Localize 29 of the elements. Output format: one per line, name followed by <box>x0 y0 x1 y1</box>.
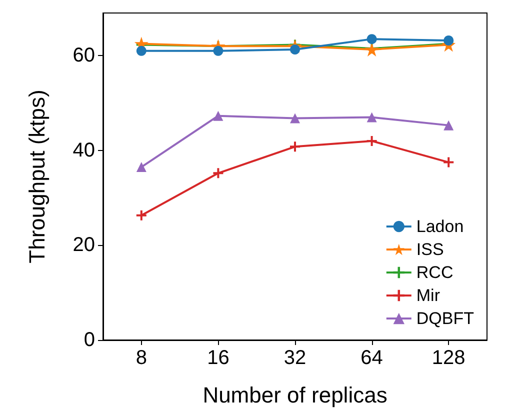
y-tick-label: 60 <box>72 44 95 67</box>
point <box>366 136 377 146</box>
x-tick-label: 32 <box>284 347 306 369</box>
point <box>213 168 224 178</box>
legend-label: RCC <box>416 263 454 282</box>
point <box>366 112 377 122</box>
x-tick-label: 16 <box>207 347 230 369</box>
x-tick-label: 64 <box>360 347 383 369</box>
point <box>366 34 377 44</box>
legend-label: Ladon <box>416 217 464 236</box>
x-tick-label: 128 <box>432 347 466 369</box>
point <box>290 113 300 124</box>
legend-label: DQBFT <box>416 309 474 328</box>
point <box>444 35 454 46</box>
legend-label: Mir <box>416 286 440 305</box>
point <box>136 46 146 56</box>
point <box>290 142 300 152</box>
point <box>444 120 454 130</box>
y-tick-label: 20 <box>72 234 95 256</box>
point <box>213 110 224 121</box>
point <box>136 210 146 220</box>
y-tick-label: 40 <box>72 139 95 162</box>
point <box>136 162 146 172</box>
y-tick-label: 0 <box>84 329 95 351</box>
x-axis-title: Number of replicas <box>202 382 388 408</box>
x-tick-label: 8 <box>136 347 147 369</box>
point <box>444 157 454 168</box>
y-axis-title: Throughput (ktps) <box>24 90 50 264</box>
legend-label: ISS <box>416 240 444 259</box>
